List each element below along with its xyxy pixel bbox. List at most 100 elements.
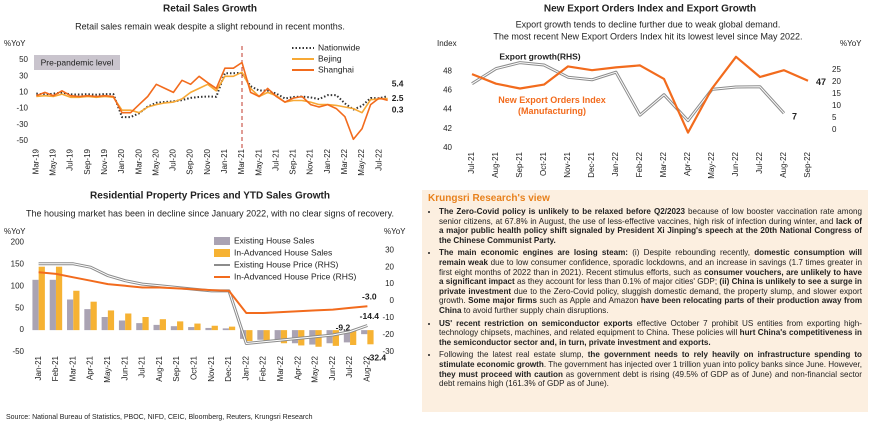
x-tick-label: May-20 xyxy=(151,148,160,175)
x-tick-label: Mar-20 xyxy=(134,148,143,174)
x-tick-label: Nov-21 xyxy=(306,148,315,174)
bold-text: The main economic engines are losing ste… xyxy=(439,248,628,258)
bar xyxy=(257,330,264,340)
bar xyxy=(153,324,160,331)
x-tick-label: Feb-22 xyxy=(635,151,644,177)
legend-swatch xyxy=(214,249,230,257)
x-tick-label: Aug-21 xyxy=(491,151,500,177)
x-tick-label: Jan-22 xyxy=(323,148,332,173)
research-panel: Krungsri Research's view The Zero-Covid … xyxy=(422,190,868,412)
x-tick-label: Mar-22 xyxy=(276,355,285,381)
x-tick-label: Mar-22 xyxy=(659,151,668,177)
x-tick-label: Oct-21 xyxy=(539,151,548,176)
y-tick-label: 25 xyxy=(832,65,841,74)
legend-swatch xyxy=(214,237,230,245)
y-tick-label: 10 xyxy=(832,101,841,110)
x-tick-label: Jul-19 xyxy=(66,148,75,170)
y-tick-label: 150 xyxy=(11,260,25,269)
bar xyxy=(343,330,351,343)
y-tick-label: 200 xyxy=(11,238,25,247)
bar xyxy=(315,330,322,347)
bar xyxy=(280,330,288,344)
x-tick-label: Jul-22 xyxy=(345,355,354,377)
x-tick-label: Jan-22 xyxy=(241,355,250,380)
annotation: Pre-pandemic level xyxy=(41,57,114,67)
bar xyxy=(84,309,91,331)
data-label: 47 xyxy=(816,77,826,87)
data-label: -3.0 xyxy=(362,291,377,301)
data-label: -14.4 xyxy=(360,311,380,321)
y-axis-label: Index xyxy=(437,39,457,48)
bar xyxy=(73,290,80,331)
y-tick-label: 10 xyxy=(385,279,394,288)
bar xyxy=(274,330,281,342)
series-line xyxy=(36,71,388,114)
x-tick-label: Jan-21 xyxy=(220,148,229,173)
data-label: 5.4 xyxy=(392,78,404,88)
bar xyxy=(222,328,229,331)
y-tick-label: 30 xyxy=(385,245,394,254)
bar xyxy=(246,330,253,342)
chart-subtitle: Export growth tends to decline further d… xyxy=(516,19,781,29)
chart-subtitle: Retail sales remain weak despite a sligh… xyxy=(75,21,345,31)
x-tick-label: Jun-22 xyxy=(731,151,740,176)
x-tick-label: Sep-21 xyxy=(515,151,524,177)
y-tick-label: 10 xyxy=(19,88,28,97)
bar xyxy=(38,266,45,331)
data-label: 0.3 xyxy=(392,105,404,115)
x-tick-label: Sep-20 xyxy=(186,148,195,174)
x-tick-label: May-21 xyxy=(103,355,112,382)
series-label: Export growth(RHS) xyxy=(499,51,580,61)
y-axis-label: %YoY xyxy=(4,227,26,236)
y2-axis-label: %YoY xyxy=(840,39,862,48)
x-tick-label: Mar-19 xyxy=(31,148,40,174)
chart-title: New Export Orders Index and Export Growt… xyxy=(544,4,756,15)
bar xyxy=(332,330,339,346)
bar xyxy=(177,321,184,331)
y-tick-label: 40 xyxy=(443,143,452,152)
bar xyxy=(211,325,218,331)
bar xyxy=(142,317,149,331)
legend-label: Bejing xyxy=(318,53,342,63)
x-tick-label: Sep-21 xyxy=(289,148,298,174)
chart-title: Retail Sales Growth xyxy=(163,4,257,15)
legend-label: Shanghai xyxy=(318,64,354,74)
legend-label: Nationwide xyxy=(318,42,360,52)
bold-text: The Zero-Covid policy is unlikely to be … xyxy=(439,207,686,216)
y-tick-label: 46 xyxy=(443,86,452,95)
y-tick-label: -50 xyxy=(12,347,24,356)
y-tick-label: 42 xyxy=(443,124,452,133)
x-tick-label: Dec-21 xyxy=(587,151,596,177)
y-axis-label: %YoY xyxy=(4,39,26,48)
y-tick-label: 20 xyxy=(385,262,394,271)
bar xyxy=(291,330,299,344)
y-tick-label: 48 xyxy=(443,66,452,75)
x-tick-label: Apr-21 xyxy=(86,355,95,380)
bold-text: (ii) China is unlikely to see a surge in… xyxy=(439,277,862,296)
bold-text: hurt China's competitiveness in the semi… xyxy=(439,328,862,347)
text: as they account for less than 0.1% of ma… xyxy=(514,277,720,287)
bar xyxy=(228,326,236,331)
y-tick-label: 0 xyxy=(20,325,25,334)
x-tick-label: Nov-20 xyxy=(203,148,212,174)
y2-axis-label: %YoY xyxy=(384,227,406,236)
bold-text: they must proceed with caution xyxy=(439,369,563,379)
legend-label: In-Advanced House Price (RHS) xyxy=(234,271,357,281)
x-tick-label: Feb-21 xyxy=(51,355,60,381)
source-note: Source: National Bureau of Statistics, P… xyxy=(6,414,313,421)
text: because of low booster vaccination rate … xyxy=(439,207,863,226)
bold-text: domestic consumption will remain weak xyxy=(439,248,862,267)
x-tick-label: Jul-21 xyxy=(271,148,280,170)
x-tick-label: Aug-22 xyxy=(779,151,788,177)
bullet: The main economic engines are losing ste… xyxy=(439,248,862,315)
x-tick-label: Jan-20 xyxy=(117,148,126,173)
bar xyxy=(188,327,195,331)
x-tick-label: Jan-21 xyxy=(34,355,43,380)
y-tick-label: -10 xyxy=(382,313,394,322)
x-tick-label: May-22 xyxy=(707,151,716,178)
y-tick-label: 30 xyxy=(19,71,28,80)
x-tick-label: Apr-22 xyxy=(293,355,302,380)
y-tick-label: -30 xyxy=(16,120,28,129)
x-tick-label: Jun-21 xyxy=(120,355,129,380)
x-tick-label: Jul-22 xyxy=(755,151,764,173)
